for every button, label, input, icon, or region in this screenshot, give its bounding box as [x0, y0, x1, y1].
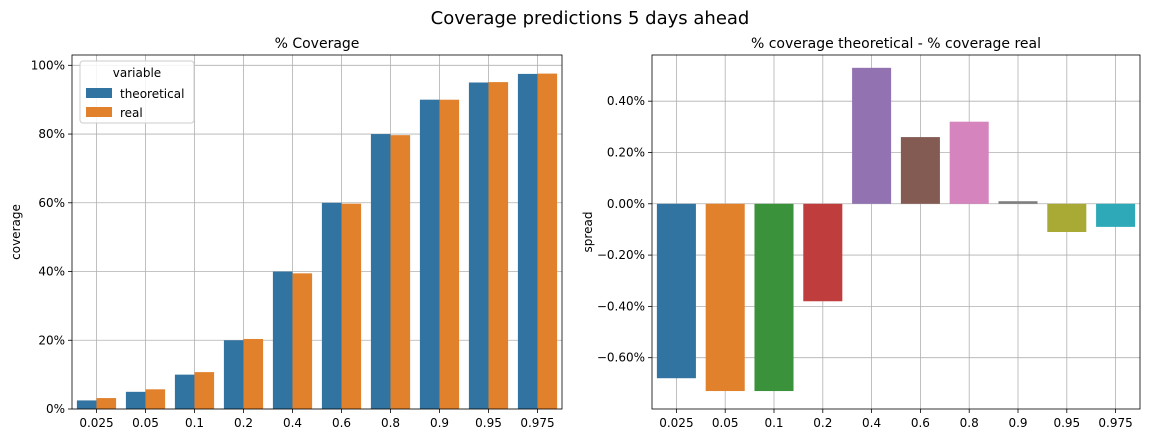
bar	[998, 201, 1038, 204]
chart-title: % Coverage	[275, 36, 360, 52]
bar	[1096, 203, 1136, 227]
x-tick-label: 0.025	[659, 416, 693, 430]
x-tick-label: 0.6	[332, 416, 351, 430]
bar	[803, 203, 843, 302]
legend-swatch	[86, 107, 112, 117]
bar	[949, 121, 989, 204]
y-tick-label: 0.40%	[607, 94, 645, 108]
bar-real	[439, 99, 460, 409]
bar	[656, 203, 696, 379]
x-tick-label: 0.2	[813, 416, 832, 430]
bar	[705, 203, 745, 392]
bar-theoretical	[76, 400, 97, 409]
y-tick-label: 100%	[31, 58, 65, 72]
bar-theoretical	[223, 340, 244, 409]
x-tick-label: 0.4	[862, 416, 881, 430]
x-tick-label: 0.9	[1008, 416, 1027, 430]
bar-real	[488, 82, 509, 409]
bar-theoretical	[468, 82, 489, 409]
bar	[1047, 203, 1087, 232]
bar-real	[390, 135, 411, 409]
x-tick-label: 0.025	[79, 416, 113, 430]
bar-real	[341, 203, 362, 409]
bar-real	[145, 389, 166, 409]
x-tick-label: 0.6	[911, 416, 930, 430]
x-tick-label: 0.8	[960, 416, 979, 430]
y-axis-label: spread	[581, 212, 595, 253]
bar-real	[537, 73, 558, 409]
bar-theoretical	[125, 391, 146, 409]
bar	[852, 67, 892, 204]
bars	[76, 73, 558, 410]
legend: variable theoretical real	[79, 60, 195, 124]
legend-title: variable	[113, 66, 161, 80]
bar-real	[292, 273, 313, 409]
x-tick-label: 0.975	[1098, 416, 1132, 430]
axes-frame	[71, 54, 563, 410]
bar-theoretical	[517, 73, 538, 409]
y-tick-label: −0.20%	[597, 248, 645, 262]
bar-real	[194, 372, 215, 409]
chart-title: % coverage theoretical - % coverage real	[751, 36, 1041, 52]
spread-chart: 0.025 0.05 0.1 0.2 0.4 0.6 0.8 0.9 0.95 0.975 −0.6…	[581, 36, 1141, 430]
y-tick-label: −0.60%	[597, 351, 645, 365]
bar-theoretical	[419, 99, 440, 409]
bar-real	[243, 338, 264, 409]
y-axis-label: coverage	[9, 204, 23, 260]
bar-theoretical	[370, 134, 391, 410]
y-tick-label: 80%	[38, 127, 65, 141]
legend-entry: theoretical	[120, 87, 184, 101]
bar	[900, 137, 940, 204]
axes-frame	[651, 54, 1141, 410]
y-tick-label: −0.40%	[597, 299, 645, 313]
coverage-chart: 0.025 0.05 0.1 0.2 0.4 0.6 0.8 0.9 0.95 0.975 0% 20…	[9, 36, 563, 430]
y-tick-label: 0%	[46, 402, 65, 416]
y-tick-label: 0.20%	[607, 145, 645, 159]
legend-swatch	[86, 88, 112, 98]
x-tick-label: 0.8	[381, 416, 400, 430]
figure-title: Coverage predictions 5 days ahead	[431, 8, 750, 29]
x-tick-label: 0.95	[1053, 416, 1080, 430]
x-tick-label: 0.975	[520, 416, 554, 430]
y-tick-label: 60%	[38, 196, 65, 210]
y-tick-label: 40%	[38, 265, 65, 279]
bar	[754, 203, 794, 392]
y-tick-label: 20%	[38, 333, 65, 347]
y-tick-label: 0.00%	[607, 197, 645, 211]
x-tick-label: 0.05	[132, 416, 159, 430]
bar-theoretical	[321, 202, 342, 409]
legend-entry: real	[120, 106, 143, 120]
x-tick-label: 0.1	[185, 416, 204, 430]
bars	[656, 67, 1136, 392]
x-tick-label: 0.2	[234, 416, 253, 430]
x-tick-label: 0.4	[283, 416, 302, 430]
x-tick-label: 0.9	[430, 416, 449, 430]
bar-theoretical	[174, 374, 195, 409]
x-tick-label: 0.95	[475, 416, 502, 430]
bar-theoretical	[272, 271, 293, 409]
x-tick-label: 0.05	[712, 416, 739, 430]
x-tick-label: 0.1	[764, 416, 783, 430]
bar-real	[96, 398, 117, 409]
